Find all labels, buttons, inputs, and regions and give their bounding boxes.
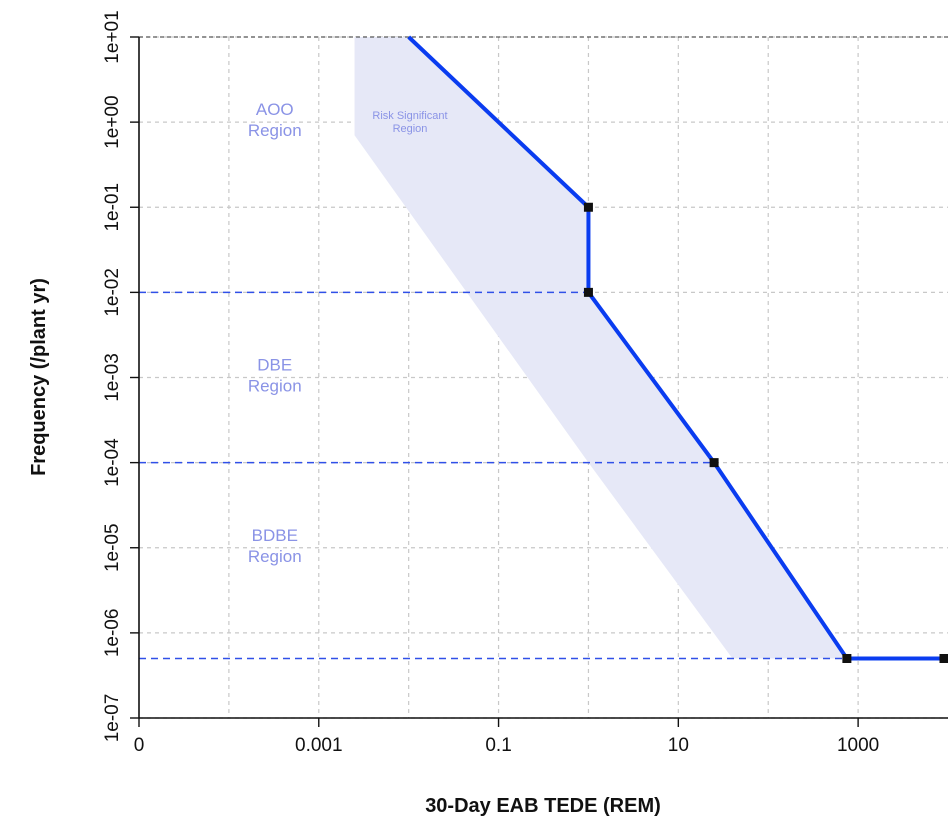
- data-point-marker: [842, 654, 852, 664]
- axes: [130, 36, 948, 727]
- series-line: [407, 35, 948, 661]
- y-tick-label: 1e-02: [102, 268, 123, 317]
- y-tick-label: 1e-03: [102, 353, 123, 402]
- x-axis-title: 30-Day EAB TEDE (REM): [425, 795, 661, 817]
- y-tick-label: 1e+00: [102, 95, 123, 148]
- series-layer: [407, 35, 948, 664]
- region-labels: AOO Region DBE Region BDBE Region Risk Signifi…: [248, 100, 448, 566]
- risk-significant-label: Risk Significant Region: [372, 110, 447, 135]
- region-label: DBE Region: [248, 356, 302, 396]
- y-axis-title: Frequency (/plant yr): [28, 278, 50, 476]
- y-tick-label: 1e-04: [102, 438, 123, 487]
- y-tick-label: 1e-07: [102, 694, 123, 743]
- x-tick-label: 10: [668, 735, 689, 756]
- region-label: BDBE Region: [248, 526, 302, 566]
- reference-lines: [139, 291, 847, 660]
- x-tick-label: 0: [134, 735, 145, 756]
- x-tick-label: 0.1: [485, 735, 511, 756]
- y-tick-label: 1e+01: [102, 10, 123, 63]
- shaded-region-layer: [354, 37, 847, 659]
- x-tick-label: 0.001: [295, 735, 343, 756]
- data-point-marker: [709, 458, 719, 468]
- y-tick-label: 1e-05: [102, 523, 123, 572]
- tick-labels: 0 0.001 0.1 10 1000 1e-07 1e-06 1e-05 1e-04 1e-03…: [102, 10, 879, 756]
- y-tick-label: 1e-01: [102, 183, 123, 232]
- risk-significant-region: [354, 37, 847, 659]
- region-label: AOO Region: [248, 100, 302, 140]
- y-tick-label: 1e-06: [102, 609, 123, 658]
- data-point-marker: [583, 287, 593, 297]
- data-point-marker: [939, 654, 948, 664]
- data-point-marker: [583, 202, 593, 212]
- x-tick-label: 1000: [837, 735, 879, 756]
